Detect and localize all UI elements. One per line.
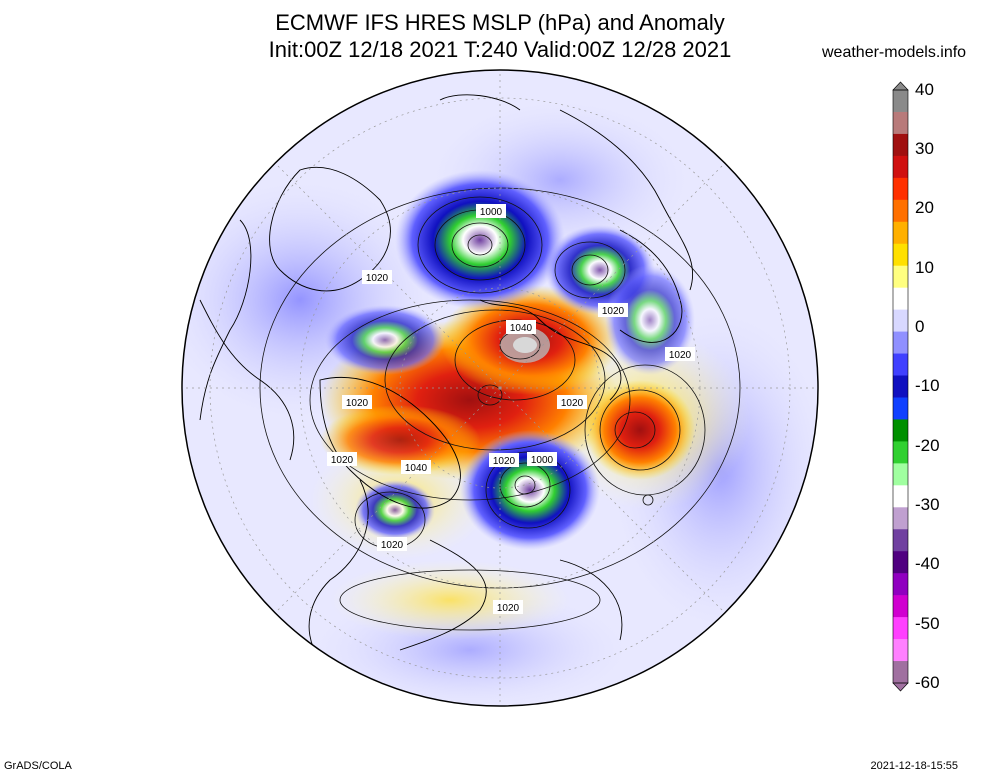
colorbar-segment — [893, 397, 908, 421]
colorbar-arrow-top — [892, 81, 909, 91]
colorbar-segment — [893, 507, 908, 530]
contour-label: 1000 — [480, 207, 503, 218]
colorbar-tick: 10 — [915, 258, 934, 277]
colorbar-segment — [893, 265, 908, 289]
colorbar-segment — [893, 529, 908, 552]
colorbar-tick: -40 — [915, 554, 940, 573]
coastlines — [199, 94, 694, 661]
contour-label: 1040 — [405, 463, 428, 474]
graticule — [182, 70, 818, 706]
colorbar-segment — [893, 133, 908, 157]
colorbar-segment — [893, 617, 908, 640]
contour-label: 1020 — [366, 273, 389, 284]
colorbar-segment — [893, 90, 908, 113]
footer-credit: GrADS/COLA — [4, 760, 72, 772]
colorbar-segment — [893, 111, 908, 135]
contour-label: 1020 — [497, 603, 520, 614]
map-title: ECMWF IFS HRES MSLP (hPa) and Anomaly — [275, 10, 725, 35]
footer-timestamp: 2021-12-18-15:55 — [870, 760, 958, 772]
colorbar-segment — [893, 551, 908, 574]
contour-labels: 1000 1020 1040 1020 1020 1020 1020 1040 … — [327, 204, 695, 614]
colorbar-segment — [893, 221, 908, 245]
colorbar-segment — [893, 155, 908, 179]
colorbar-segment — [893, 441, 908, 464]
contour-label: 1000 — [531, 455, 554, 466]
colorbar-segment — [893, 595, 908, 618]
contour-label: 1020 — [602, 306, 625, 317]
colorbar-segment — [893, 639, 908, 662]
contour-label: 1020 — [493, 456, 516, 467]
contour-label: 1020 — [331, 455, 354, 466]
colorbar-tick: 20 — [915, 198, 934, 217]
colorbar-segment — [893, 419, 908, 442]
colorbar-segment — [893, 287, 908, 311]
colorbar-segment — [893, 177, 908, 201]
colorbar-scale — [892, 81, 909, 692]
colorbar-segment — [893, 199, 908, 223]
colorbar-segment — [893, 463, 908, 486]
colorbar-segment — [893, 573, 908, 596]
map-subtitle: Init:00Z 12/18 2021 T:240 Valid:00Z 12/2… — [268, 37, 732, 62]
colorbar-segment — [893, 243, 908, 267]
colorbar-segment — [893, 331, 908, 355]
contour-label: 1020 — [669, 350, 692, 361]
colorbar-segment — [893, 375, 908, 399]
colorbar-tick: 40 — [915, 80, 934, 99]
colorbar-arrow-bottom — [892, 682, 909, 692]
colorbar-segment — [893, 485, 908, 508]
colorbar-tick: 0 — [915, 317, 924, 336]
colorbar-segment — [893, 309, 908, 333]
colorbar-tick: 30 — [915, 139, 934, 158]
colorbar-tick: -20 — [915, 436, 940, 455]
map-boundary — [181, 69, 819, 707]
contour-label: 1040 — [510, 323, 533, 334]
colorbar-tick: -50 — [915, 614, 940, 633]
colorbar-tick: -60 — [915, 673, 940, 692]
colorbar-segment — [893, 661, 908, 684]
colorbar-tick: -10 — [915, 376, 940, 395]
colorbar-tick: -30 — [915, 495, 940, 514]
colorbar-frame — [892, 89, 909, 684]
colorbar-ticks: 40 30 20 10 0 -10 -20 -30 -40 -50 -60 — [915, 80, 940, 692]
site-credit: weather-models.info — [822, 44, 967, 61]
contour-label: 1020 — [561, 398, 584, 409]
contour-label: 1020 — [381, 540, 404, 551]
contour-label: 1020 — [346, 398, 369, 409]
colorbar-segment — [893, 353, 908, 377]
